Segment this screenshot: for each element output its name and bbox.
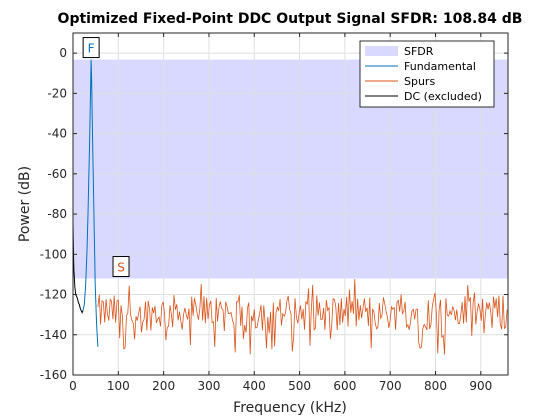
x-axis-label: Frequency (kHz) — [233, 400, 347, 416]
marker-s: S — [112, 256, 130, 278]
dc-series-line — [72, 224, 84, 314]
y-tick-label: -140 — [40, 328, 67, 342]
x-tick-label: 700 — [379, 379, 402, 393]
spurs-series-line — [97, 279, 508, 355]
y-tick-label: -20 — [47, 86, 67, 100]
y-tick-label: -160 — [40, 368, 67, 382]
fundamental-series-line — [82, 59, 99, 347]
x-tick-label: 200 — [152, 379, 175, 393]
x-tick-label: 600 — [333, 379, 356, 393]
legend: SFDR Fundamental Spurs DC (excluded) — [359, 40, 495, 108]
axes-box — [72, 32, 509, 376]
marker-label: F — [88, 42, 95, 56]
y-tick-label: -60 — [47, 167, 67, 181]
marker-label: S — [117, 261, 125, 275]
x-tick-label: 400 — [243, 379, 266, 393]
legend-entry: Fundamental — [404, 60, 476, 73]
x-tick-label: 500 — [288, 379, 311, 393]
legend-swatch — [365, 46, 398, 56]
x-tick-label: 0 — [69, 379, 77, 393]
y-tick-label: -40 — [47, 127, 67, 141]
marker-box — [112, 256, 130, 278]
y-axis-label: Power (dB) — [17, 166, 33, 242]
y-tick-label: -100 — [40, 247, 67, 261]
y-tick-label: 0 — [59, 46, 67, 60]
x-tick-label: 100 — [107, 379, 130, 393]
legend-entry: Spurs — [404, 75, 435, 88]
y-tick-label: -80 — [47, 207, 67, 221]
x-tick-label: 900 — [469, 379, 492, 393]
marker-f: F — [82, 37, 100, 59]
plot-area: 0 100 200 300 400 500 600 700 800 900 -160 -140 -120… — [40, 32, 509, 393]
legend-entry: DC (excluded) — [404, 90, 482, 103]
legend-entry: SFDR — [404, 45, 434, 58]
chart-title: Optimized Fixed-Point DDC Output Signal … — [58, 11, 523, 27]
y-tick-label: -120 — [40, 288, 67, 302]
marker-box — [82, 37, 100, 59]
x-tick-label: 800 — [424, 379, 447, 393]
x-tick-label: 300 — [197, 379, 220, 393]
